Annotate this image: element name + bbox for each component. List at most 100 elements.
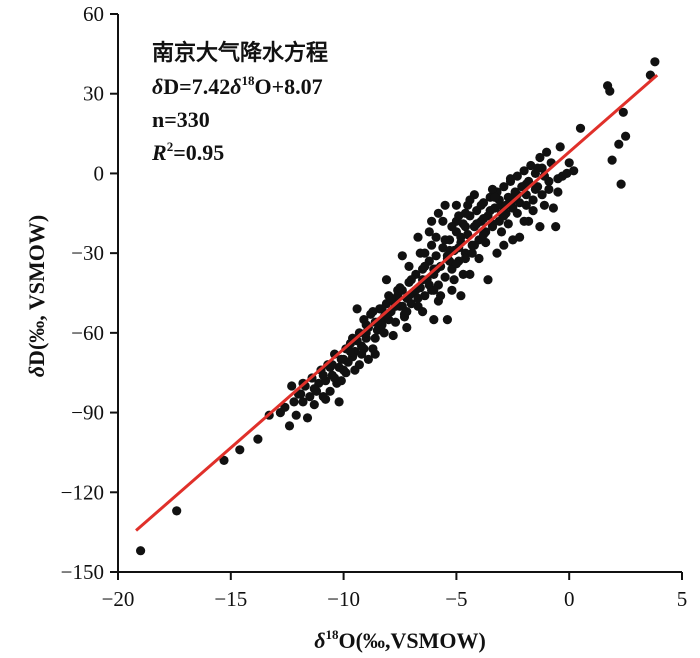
data-point bbox=[485, 206, 495, 216]
data-point bbox=[539, 200, 550, 210]
data-point bbox=[492, 248, 502, 258]
data-point bbox=[318, 370, 328, 380]
data-point bbox=[345, 346, 355, 357]
data-point bbox=[352, 304, 362, 314]
data-point bbox=[451, 200, 461, 210]
data-point bbox=[447, 222, 457, 232]
data-point bbox=[404, 261, 414, 271]
data-point bbox=[465, 269, 475, 279]
y-tick-label: −30 bbox=[71, 241, 104, 265]
annotation-equation: δD=7.42δ18O+8.07 bbox=[152, 73, 323, 99]
data-point bbox=[431, 251, 441, 261]
data-point bbox=[460, 253, 470, 264]
data-point bbox=[496, 227, 507, 237]
y-axis-title: δD(‰, VSMOW) bbox=[24, 215, 49, 377]
data-point bbox=[467, 248, 477, 258]
data-point bbox=[172, 506, 182, 516]
x-axis-ticks: −20 −15 −10 −5 0 5 bbox=[102, 572, 688, 611]
data-point bbox=[555, 142, 565, 152]
data-point bbox=[490, 192, 500, 202]
data-point bbox=[253, 434, 263, 444]
data-point bbox=[447, 285, 457, 295]
data-point bbox=[309, 400, 319, 410]
data-point bbox=[370, 333, 380, 343]
data-point bbox=[284, 421, 295, 431]
data-point bbox=[363, 354, 373, 364]
data-point bbox=[388, 330, 398, 341]
data-point bbox=[503, 219, 513, 229]
data-point bbox=[499, 211, 509, 221]
data-point bbox=[458, 269, 468, 279]
y-tick-label: 30 bbox=[83, 82, 104, 106]
data-point bbox=[451, 259, 461, 269]
data-point bbox=[515, 232, 525, 242]
data-point bbox=[379, 328, 389, 338]
data-point bbox=[537, 190, 547, 200]
data-point bbox=[521, 200, 531, 210]
data-point bbox=[535, 152, 545, 163]
data-point bbox=[616, 179, 626, 189]
data-point bbox=[478, 214, 489, 224]
data-point bbox=[553, 187, 563, 197]
data-point bbox=[325, 386, 335, 396]
data-point bbox=[350, 365, 360, 375]
data-point bbox=[219, 455, 229, 465]
data-point bbox=[429, 315, 439, 325]
x-axis-title: δ18O(‰,VSMOW) bbox=[314, 627, 486, 653]
data-point bbox=[650, 57, 660, 67]
data-point bbox=[336, 354, 346, 364]
x-tick-label: 5 bbox=[677, 587, 688, 611]
data-point bbox=[614, 139, 624, 149]
data-point bbox=[440, 200, 450, 210]
data-point bbox=[418, 307, 428, 317]
data-point bbox=[474, 253, 484, 264]
data-point bbox=[413, 232, 423, 242]
data-point bbox=[395, 283, 405, 293]
data-point bbox=[381, 275, 392, 285]
data-point bbox=[483, 275, 493, 285]
data-point bbox=[460, 222, 470, 232]
x-tick-label: −5 bbox=[445, 587, 467, 611]
data-point bbox=[436, 291, 446, 301]
data-point bbox=[397, 251, 407, 261]
data-point bbox=[321, 394, 331, 404]
data-point bbox=[368, 307, 378, 317]
data-point bbox=[456, 291, 466, 301]
data-point bbox=[298, 397, 308, 407]
data-point bbox=[530, 184, 541, 194]
data-point bbox=[621, 131, 631, 141]
data-point bbox=[427, 240, 437, 250]
x-tick-label: −10 bbox=[327, 587, 360, 611]
data-point bbox=[420, 261, 430, 271]
y-tick-label: −90 bbox=[71, 401, 104, 425]
data-point bbox=[429, 285, 439, 295]
data-point bbox=[569, 166, 579, 176]
data-point bbox=[487, 184, 498, 194]
data-point bbox=[291, 410, 301, 420]
data-point bbox=[499, 240, 509, 250]
data-point bbox=[136, 546, 146, 556]
data-point bbox=[235, 445, 245, 455]
data-point bbox=[481, 237, 491, 248]
y-tick-label: 0 bbox=[94, 161, 105, 185]
data-point bbox=[519, 216, 529, 226]
data-point bbox=[420, 248, 430, 258]
annotation-r2: R2=0.95 bbox=[151, 139, 224, 165]
data-point bbox=[442, 315, 452, 325]
data-point bbox=[339, 365, 349, 375]
data-point bbox=[305, 392, 315, 402]
axes bbox=[117, 14, 682, 573]
data-point bbox=[440, 272, 450, 282]
data-point bbox=[465, 195, 475, 205]
data-point bbox=[406, 275, 416, 285]
data-point bbox=[438, 216, 448, 226]
data-point bbox=[551, 222, 561, 232]
data-point bbox=[309, 384, 319, 394]
data-point bbox=[287, 381, 297, 391]
x-tick-label: 0 bbox=[564, 587, 575, 611]
data-point bbox=[440, 235, 450, 245]
data-point bbox=[533, 163, 543, 173]
data-point bbox=[357, 349, 367, 359]
data-point bbox=[528, 206, 538, 216]
y-tick-label: −60 bbox=[71, 321, 104, 345]
